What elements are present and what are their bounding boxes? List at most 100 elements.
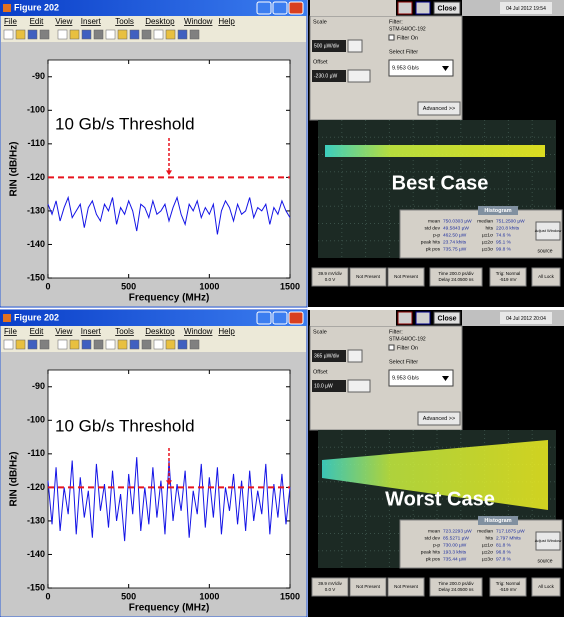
toolbar-button[interactable] xyxy=(142,30,151,39)
filter-checkbox[interactable] xyxy=(389,35,394,40)
offset-label: Offset xyxy=(313,59,328,65)
toolbar-button[interactable] xyxy=(94,340,103,349)
toolbar-button[interactable] xyxy=(4,30,13,39)
menu-item[interactable]: Desktop xyxy=(145,327,175,336)
menu-item[interactable]: Window xyxy=(184,17,213,26)
menu-item[interactable]: View xyxy=(55,327,72,336)
histogram-stat: 220.8 khits xyxy=(496,225,520,231)
toolbar-button[interactable] xyxy=(118,340,127,349)
toolbar-button[interactable] xyxy=(190,340,199,349)
toolbar-button[interactable] xyxy=(16,340,25,349)
toolbar-button[interactable] xyxy=(178,340,187,349)
source-label: source xyxy=(537,558,552,564)
offset-arrows[interactable] xyxy=(348,380,370,392)
toolbar-button[interactable] xyxy=(118,30,127,39)
histogram-stat: p-p xyxy=(433,233,440,238)
advanced-label: Advanced >> xyxy=(423,416,455,422)
toolbar-button[interactable] xyxy=(130,340,139,349)
toolbar-button[interactable] xyxy=(58,30,67,39)
toolbar-button[interactable] xyxy=(166,30,175,39)
histogram-stat: µ±2σ xyxy=(482,239,493,245)
menu-item[interactable]: Window xyxy=(184,327,213,336)
menu-item[interactable]: File xyxy=(4,17,17,26)
toolbar-button[interactable] xyxy=(4,340,13,349)
case-label: Best Case xyxy=(392,172,489,194)
maximize[interactable] xyxy=(273,312,287,324)
minimize[interactable] xyxy=(257,2,271,14)
close-button[interactable] xyxy=(289,2,303,14)
scope-button-label: All Lock xyxy=(538,584,555,589)
toolbar-button[interactable] xyxy=(58,340,67,349)
histogram-stat: 751.2500 µW xyxy=(496,218,525,224)
histogram-stat: peak hits xyxy=(421,549,441,555)
toolbar-button[interactable] xyxy=(130,30,139,39)
x-tick-label: 1000 xyxy=(199,281,219,291)
scale-knob[interactable] xyxy=(348,40,362,52)
y-tick-label: -130 xyxy=(27,205,45,215)
histogram-stat: median xyxy=(477,218,493,224)
toolbar-button[interactable] xyxy=(70,30,79,39)
toolbar-button[interactable] xyxy=(82,340,91,349)
toolbar-button[interactable] xyxy=(190,30,199,39)
toolbar-button[interactable] xyxy=(40,340,49,349)
menu-item[interactable]: Tools xyxy=(115,17,134,26)
select-filter: Select Filter xyxy=(389,49,418,55)
y-tick-label: -110 xyxy=(27,138,45,148)
toolbar-button[interactable] xyxy=(154,340,163,349)
menu-item[interactable]: Help xyxy=(218,17,235,26)
maximize[interactable] xyxy=(273,2,287,14)
toolbar-button[interactable] xyxy=(28,340,37,349)
scale-value: 500 µW/div xyxy=(314,43,340,49)
date: 04 Jul 2012 19:54 xyxy=(506,6,546,12)
control-panel-top xyxy=(310,310,396,326)
y-tick-label: -90 xyxy=(32,381,45,391)
toolbar-button[interactable] xyxy=(40,30,49,39)
toolbar-button[interactable] xyxy=(142,340,151,349)
scale-label: Scale xyxy=(313,19,327,25)
menu-item[interactable]: Edit xyxy=(30,17,45,26)
histogram-stat: 99.8 % xyxy=(496,246,512,252)
scale-knob[interactable] xyxy=(348,350,362,362)
toolbar-button[interactable] xyxy=(154,30,163,39)
menu-item[interactable]: Desktop xyxy=(145,17,175,26)
menu-item[interactable]: File xyxy=(4,327,17,336)
x-tick-label: 0 xyxy=(45,591,50,601)
toolbar-button[interactable] xyxy=(28,30,37,39)
x-tick-label: 500 xyxy=(121,281,136,291)
x-tick-label: 1500 xyxy=(280,281,300,291)
x-axis-label: Frequency (MHz) xyxy=(129,293,210,304)
toolbar-button[interactable] xyxy=(94,30,103,39)
menu-item[interactable]: Tools xyxy=(115,327,134,336)
rate-value: 9.953 Gb/s xyxy=(392,65,419,71)
control-panel-top xyxy=(310,0,396,16)
filter-checkbox[interactable] xyxy=(389,345,394,350)
panel: Figure 202FileEditViewInsertToolsDesktop… xyxy=(0,0,564,307)
menu-item[interactable]: View xyxy=(55,17,72,26)
eye-trace xyxy=(325,145,545,157)
filter-on: Filter On xyxy=(397,345,418,351)
menu-item[interactable]: Edit xyxy=(30,327,45,336)
close-label: Close xyxy=(437,5,456,12)
close-button[interactable] xyxy=(289,312,303,324)
scope-button-label: Trig: Normal xyxy=(496,581,521,586)
rate-value: 9.953 Gb/s xyxy=(392,375,419,381)
menu-item[interactable]: Help xyxy=(218,327,235,336)
toolbar-button[interactable] xyxy=(70,340,79,349)
toolbar-button[interactable] xyxy=(166,340,175,349)
offset-label: Offset xyxy=(313,369,328,375)
minimize[interactable] xyxy=(257,312,271,324)
histogram-stat: mean xyxy=(428,529,440,534)
toolbar-button[interactable] xyxy=(106,340,115,349)
toolbar-button[interactable] xyxy=(16,30,25,39)
select-filter: Select Filter xyxy=(389,359,418,365)
menu-item[interactable]: Insert xyxy=(81,17,102,26)
histogram-stat: 81.8 % xyxy=(496,542,512,548)
toolbar-button[interactable] xyxy=(82,30,91,39)
filter-label: Filter: xyxy=(389,329,403,335)
histogram-stat: hits xyxy=(486,535,494,541)
scope-icon xyxy=(398,312,412,324)
menu-item[interactable]: Insert xyxy=(81,327,102,336)
toolbar-button[interactable] xyxy=(178,30,187,39)
toolbar-button[interactable] xyxy=(106,30,115,39)
offset-arrows[interactable] xyxy=(348,70,370,82)
